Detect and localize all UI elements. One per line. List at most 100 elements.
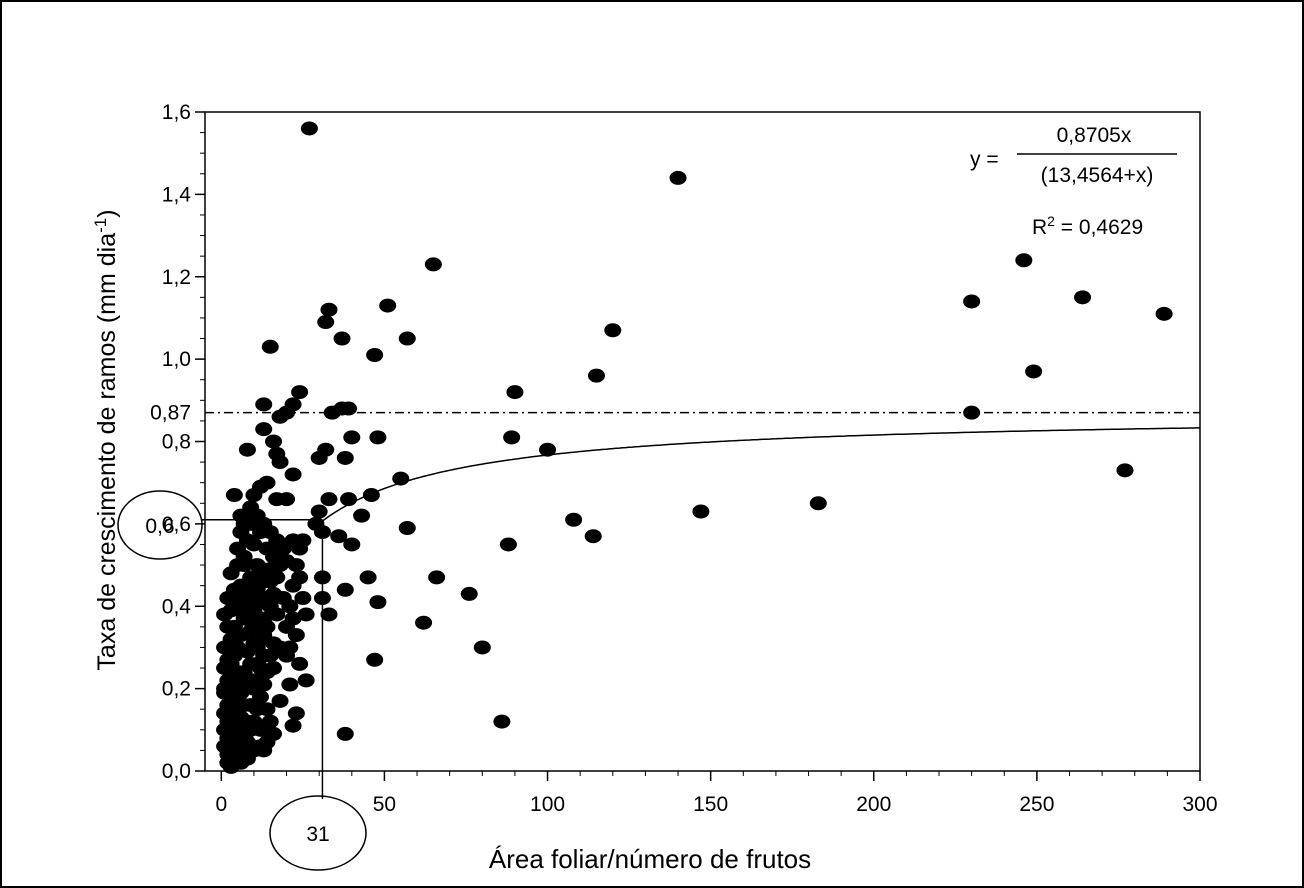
data-point-50: [320, 492, 338, 507]
data-point-16: [1025, 364, 1043, 379]
data-point-3: [1015, 253, 1033, 268]
data-point-54: [310, 504, 328, 519]
data-point-141: [255, 574, 273, 589]
data-point-209: [258, 702, 276, 717]
data-point-150: [232, 628, 250, 643]
r-squared-value: = 0,4629: [1055, 216, 1143, 239]
x-tick-label-300: 300: [1182, 793, 1217, 816]
r-squared-exponent: 2: [1047, 213, 1055, 229]
y-tick-label-4: 0,8: [162, 431, 191, 454]
data-point-51: [809, 496, 827, 511]
data-point-30: [503, 430, 521, 445]
data-point-192: [284, 611, 302, 626]
data-point-218: [255, 611, 273, 626]
data-point-203: [238, 578, 256, 593]
data-point-34: [539, 442, 557, 457]
data-point-44: [245, 488, 263, 503]
y-axis-label-main: Taxa de crescimento de ramos (mm dia: [93, 233, 121, 671]
data-point-62: [313, 525, 331, 540]
y-tick-label-6: 1,2: [162, 266, 191, 289]
data-point-197: [245, 537, 263, 552]
data-point-195: [287, 537, 305, 552]
x-tick-label-200: 200: [856, 793, 891, 816]
x-axis-label: Área foliar/número de frutos: [489, 844, 811, 874]
data-point-2: [424, 257, 442, 272]
data-point-216: [248, 656, 266, 671]
equation-numerator: 0,8705x: [1057, 124, 1132, 147]
data-point-39: [1116, 463, 1134, 478]
data-point-22: [340, 401, 358, 416]
x-tick-label-50: 50: [373, 793, 396, 816]
data-point-56: [565, 512, 583, 527]
data-point-217: [251, 632, 269, 647]
data-point-4: [963, 294, 981, 309]
equation-denominator: (13,4564+x): [1041, 164, 1154, 187]
data-point-227: [222, 718, 240, 733]
data-point-190: [297, 607, 315, 622]
data-point-64: [499, 537, 517, 552]
data-point-193: [281, 640, 299, 655]
x-tick-label-0: 0: [215, 793, 227, 816]
data-point-225: [219, 640, 237, 655]
equation-prefix: y =: [970, 148, 999, 171]
data-point-80: [281, 677, 299, 692]
data-point-84: [336, 726, 354, 741]
data-point-38: [336, 450, 354, 465]
data-point-213: [238, 714, 256, 729]
data-point-37: [310, 450, 328, 465]
data-point-228: [219, 755, 237, 770]
data-point-52: [692, 504, 710, 519]
data-point-77: [366, 652, 384, 667]
data-point-71: [336, 582, 354, 597]
data-point-48: [362, 488, 380, 503]
data-point-5: [1074, 290, 1092, 305]
y-marker-circle: [117, 490, 203, 560]
data-point-7: [379, 298, 397, 313]
x-tick-label-100: 100: [530, 793, 565, 816]
fit-curve: [321, 427, 1200, 522]
data-point-9: [317, 315, 335, 330]
data-point-47: [340, 492, 358, 507]
y-tick-label-5: 1,0: [162, 348, 191, 371]
data-point-202: [235, 516, 253, 531]
y-tick-label-3: 0,6: [162, 513, 191, 536]
y-tick-label-0: 0,0: [162, 760, 191, 783]
data-point-214: [242, 698, 260, 713]
y-tick-label-1: 0,2: [162, 678, 191, 701]
data-point-18: [506, 385, 524, 400]
data-point-8: [320, 302, 338, 317]
data-point-60: [584, 529, 602, 544]
data-point-210: [261, 714, 279, 729]
data-point-24: [963, 405, 981, 420]
data-point-220: [261, 562, 279, 577]
data-point-72: [313, 591, 331, 606]
data-point-87: [271, 693, 289, 708]
tick-labels: 0 50 100 150 200 250 300 0,0 0,2 0,4 0,6 0,8 1,0 1,2 1…: [150, 101, 1217, 816]
reference-lines: [202, 411, 1200, 799]
data-point-17: [291, 385, 309, 400]
data-point-49: [225, 488, 243, 503]
data-point-188: [291, 570, 309, 585]
y-axis-label-close: ): [93, 209, 121, 217]
data-point-78: [297, 673, 315, 688]
y-tick-label-7: 1,4: [162, 183, 192, 206]
data-point-12: [604, 323, 622, 338]
data-point-222: [268, 533, 286, 548]
data-point-185: [281, 599, 299, 614]
data-point-219: [258, 591, 276, 606]
data-point-28: [343, 430, 361, 445]
data-point-11: [398, 331, 416, 346]
data-point-82: [493, 714, 511, 729]
x-tick-label-250: 250: [1019, 793, 1054, 816]
data-point-53: [353, 508, 371, 523]
data-point-76: [473, 640, 491, 655]
data-point-75: [320, 607, 338, 622]
data-point-106: [216, 607, 234, 622]
tick-marks: [195, 111, 1201, 781]
data-point-13: [261, 339, 279, 354]
data-point-69: [359, 570, 377, 585]
data-point-81: [287, 706, 305, 721]
data-point-57: [398, 520, 416, 535]
